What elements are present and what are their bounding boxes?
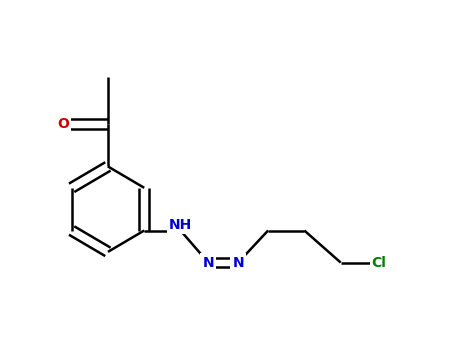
Text: Cl: Cl (372, 256, 387, 270)
Text: NH: NH (169, 218, 192, 232)
Text: N: N (233, 256, 244, 270)
Text: N: N (202, 256, 214, 270)
Text: O: O (57, 117, 69, 131)
